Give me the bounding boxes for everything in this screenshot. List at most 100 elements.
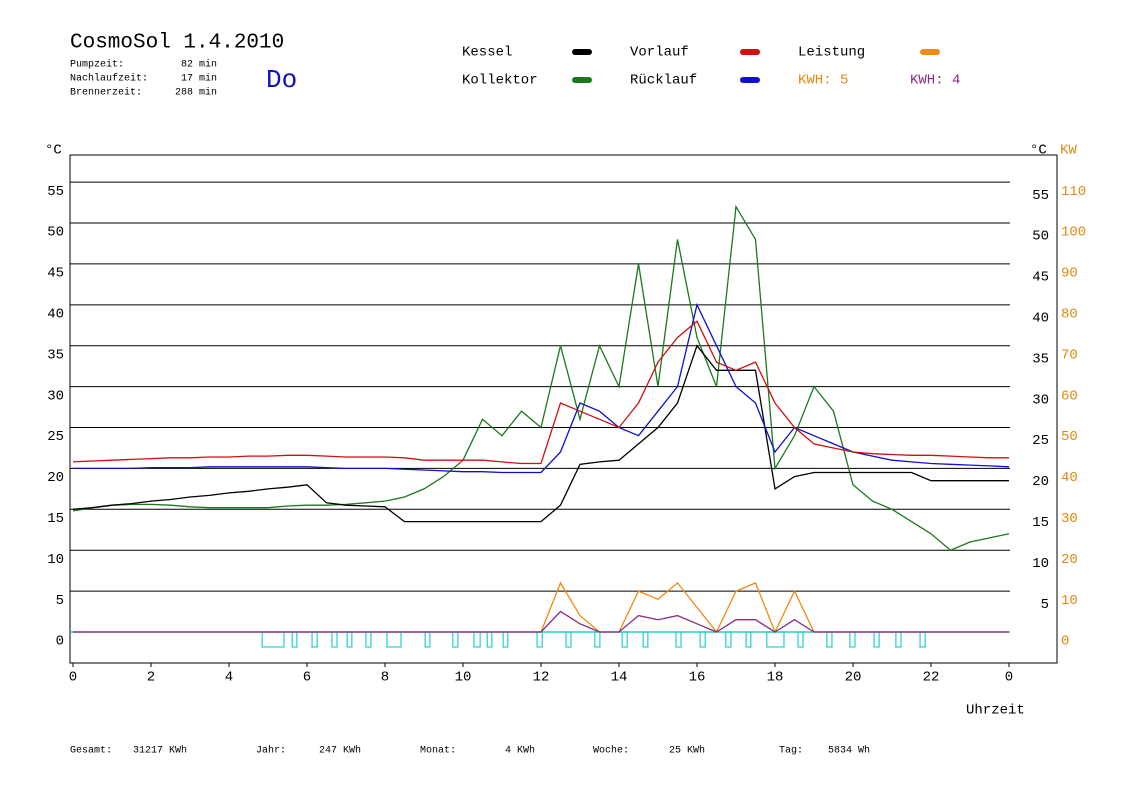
y2-tick-label: 110	[1061, 184, 1086, 200]
legend-label: Vorlauf	[630, 45, 689, 61]
footer-value: 25 KWh	[669, 745, 705, 757]
x-tick-label: 10	[455, 670, 472, 686]
x-tick-label: 0	[69, 670, 77, 686]
y2-tick-label: 20	[1061, 552, 1078, 568]
day: Do	[266, 65, 297, 95]
y-right-tick-label: 55	[1032, 188, 1049, 204]
y2-tick-label: 50	[1061, 429, 1078, 445]
legend-marker	[572, 49, 592, 55]
y-right-tick-label: 5	[1041, 597, 1049, 613]
footer-label: Jahr:	[256, 745, 286, 757]
y2-tick-label: 0	[1061, 634, 1069, 650]
pump-interval	[895, 631, 902, 648]
pump-interval	[311, 631, 318, 648]
footer-label: Monat:	[420, 746, 456, 757]
pump-interval	[536, 631, 543, 648]
x-tick-label: 20	[845, 670, 862, 686]
y-tick-label: 50	[47, 225, 64, 241]
pump-interval	[919, 631, 926, 648]
pump-interval	[797, 631, 804, 648]
pump-interval	[826, 631, 833, 648]
footer-label: Tag:	[779, 746, 803, 757]
pump-interval	[331, 631, 338, 648]
y-right-tick-label: 10	[1032, 556, 1049, 572]
legend-kwh: KWH: 4	[910, 73, 960, 89]
y2-tick-label: 60	[1061, 388, 1078, 404]
pump-interval	[424, 631, 431, 648]
x-tick-label: 2	[147, 670, 155, 686]
x-tick-label: 16	[689, 670, 706, 686]
footer-label: Gesamt:	[70, 746, 112, 757]
y2-tick-label: 100	[1061, 225, 1086, 241]
pump-interval	[621, 631, 628, 648]
y-unit-right: °C	[1030, 143, 1047, 159]
y2-tick-label: 80	[1061, 307, 1078, 323]
y-tick-label: 55	[47, 184, 64, 200]
y-right-tick-label: 30	[1032, 392, 1049, 408]
y-tick-label: 5	[56, 593, 64, 609]
y2-tick-label: 10	[1061, 593, 1078, 609]
y-tick-label: 35	[47, 347, 64, 363]
x-tick-label: 8	[381, 670, 389, 686]
legend-label: Rücklauf	[630, 73, 697, 89]
x-tick-label: 12	[533, 670, 550, 686]
stat-label: Brennerzeit:	[70, 87, 142, 99]
legend-marker	[740, 49, 760, 55]
stat-label: Pumpzeit:	[70, 59, 124, 71]
y-unit: °C	[45, 143, 62, 159]
series-line	[73, 610, 1009, 633]
pump-interval	[675, 631, 682, 648]
pump-interval	[725, 631, 732, 648]
y-right-tick-label: 20	[1032, 474, 1049, 490]
y-tick-label: 15	[47, 511, 64, 527]
stat-value: 17 min	[181, 73, 217, 85]
y-tick-label: 10	[47, 552, 64, 568]
pump-interval	[766, 631, 785, 648]
y2-tick-label: 30	[1061, 511, 1078, 527]
pump-interval	[291, 631, 298, 648]
y-tick-label: 20	[47, 470, 64, 486]
series-line	[73, 581, 1009, 634]
pump-interval	[699, 631, 706, 648]
series-line	[72, 344, 1009, 523]
pump-interval	[261, 631, 285, 648]
stat-value: 82 min	[181, 59, 217, 71]
x-tick-label: 18	[767, 670, 784, 686]
title: CosmoSol 1.4.2010	[70, 32, 284, 55]
x-tick-label: 22	[923, 670, 940, 686]
stat-label: Nachlaufzeit:	[70, 73, 148, 85]
pump-interval	[346, 631, 353, 648]
x-tick-label: 0	[1005, 670, 1013, 686]
stat-value: 288 min	[175, 87, 217, 99]
footer-value: 247 KWh	[319, 745, 361, 757]
y-right-tick-label: 15	[1032, 515, 1049, 531]
y-tick-label: 25	[47, 429, 64, 445]
legend-label: Leistung	[798, 45, 865, 61]
pump-interval	[594, 631, 601, 648]
y-right-tick-label: 35	[1032, 351, 1049, 367]
series-line	[72, 320, 1009, 465]
y2-tick-label: 90	[1061, 266, 1078, 282]
legend-marker	[572, 77, 592, 83]
y-tick-label: 30	[47, 388, 64, 404]
pump-interval	[642, 631, 649, 648]
pump-interval	[745, 631, 752, 648]
y2-tick-label: 70	[1061, 347, 1078, 363]
legend-label: Kollektor	[462, 73, 538, 89]
y-tick-label: 45	[47, 266, 64, 282]
y-right-tick-label: 50	[1032, 229, 1049, 245]
pump-interval	[473, 631, 481, 648]
footer-value: 4 KWh	[505, 745, 535, 757]
y2-unit: KW	[1060, 143, 1077, 159]
x-tick-label: 6	[303, 670, 311, 686]
y-tick-label: 40	[47, 307, 64, 323]
legend-kwh: KWH: 5	[798, 73, 848, 89]
y-right-tick-label: 25	[1032, 433, 1049, 449]
legend-marker	[920, 49, 940, 55]
y2-tick-label: 40	[1061, 470, 1078, 486]
series-line	[73, 302, 1010, 474]
y-right-tick-label: 40	[1032, 311, 1049, 327]
y-tick-label: 0	[56, 634, 64, 650]
